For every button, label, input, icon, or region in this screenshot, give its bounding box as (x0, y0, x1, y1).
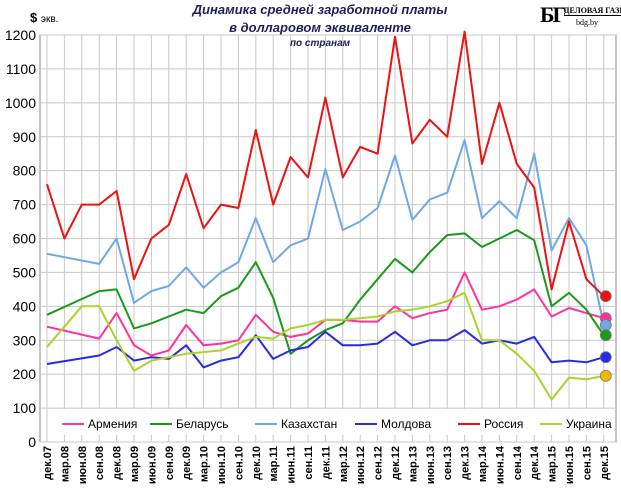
logo-name: ДЕЛОВАЯ ГАЗЕТА (564, 6, 621, 16)
x-tick-label: сен.14 (512, 445, 524, 480)
x-tick-label: дек.11 (320, 446, 332, 479)
endpoint-markers (599, 290, 612, 382)
x-tick-label: июн.09 (146, 446, 158, 484)
endpoint-marker (599, 369, 612, 382)
x-tick-label: дек.12 (390, 446, 402, 480)
y-tick-label: 500 (13, 264, 37, 280)
x-tick-label: дек.07 (42, 446, 54, 480)
series-line-Казахстан (46, 139, 605, 326)
x-tick-label: сен.11 (303, 446, 315, 480)
y-tick-label: 300 (13, 332, 37, 348)
x-tick-label: сен.09 (164, 446, 176, 480)
x-tick-label: мар.08 (59, 446, 71, 482)
series-lines (46, 30, 605, 401)
legend-label: Украина (566, 417, 612, 431)
series-line-Молдова (46, 329, 605, 369)
x-tick-label: дек.15 (599, 446, 611, 480)
x-tick-label: дек.14 (529, 445, 541, 480)
x-tick-label: сен.10 (233, 446, 245, 480)
y-tick-label: 700 (13, 197, 37, 213)
x-tick-label: дек.13 (460, 446, 472, 480)
x-tick-label: сен.13 (442, 446, 454, 480)
y-tick-label: 900 (13, 129, 37, 145)
x-tick-label: июн.14 (494, 445, 506, 484)
y-tick-label: 0 (28, 434, 36, 450)
publisher-logo: БГ ДЕЛОВАЯ ГАЗЕТА bdg.by (540, 2, 621, 30)
y-axis-unit: $ экв. (30, 10, 58, 25)
endpoint-marker (599, 329, 612, 342)
x-axis-ticks: дек.07 мар.08 июн.08 сен.08 дек.08 мар.09 июн.… (42, 445, 611, 484)
unit-symbol: $ (30, 10, 38, 25)
x-tick-label: дек.08 (112, 446, 124, 480)
x-tick-label: дек.10 (251, 446, 263, 480)
x-tick-label: мар.10 (199, 446, 211, 482)
endpoint-marker (599, 351, 612, 364)
x-tick-label: мар.13 (407, 446, 419, 482)
x-tick-label: сен.12 (373, 446, 385, 480)
chart-title-line2: в долларовом эквиваленте (229, 20, 411, 35)
y-axis-ticks: 0 100 200 300 400 500 600 700 800 900 1000 1100 1200 (5, 27, 36, 450)
x-tick-label: дек.09 (181, 446, 193, 480)
endpoint-marker (599, 319, 612, 331)
y-tick-label: 1200 (5, 27, 36, 43)
legend-background (60, 409, 612, 435)
logo-site: bdg.by (576, 18, 598, 27)
legend-label: Беларусь (176, 417, 228, 431)
series-line-Беларусь (46, 229, 605, 355)
x-tick-label: июн.15 (564, 446, 576, 484)
y-tick-label: 400 (13, 298, 37, 314)
x-tick-label: июн.12 (355, 446, 367, 484)
legend: Армения Беларусь Казахстан Молдова Россия Укр… (60, 409, 612, 435)
x-tick-label: мар.09 (129, 446, 141, 482)
y-tick-label: 100 (13, 400, 37, 416)
x-tick-label: июн.11 (286, 446, 298, 484)
unit-text: экв. (40, 14, 59, 25)
y-tick-label: 800 (13, 163, 37, 179)
grid-lines (39, 34, 617, 443)
chart-title-line1: Динамика средней заработной платы (192, 2, 448, 17)
series-line-Украина (46, 291, 604, 401)
endpoint-marker (599, 290, 612, 303)
legend-label: Армения (88, 417, 137, 431)
x-tick-label: мар.14 (477, 445, 489, 482)
y-tick-label: 200 (13, 366, 37, 382)
x-tick-label: мар.15 (547, 446, 559, 482)
series-line-Россия (46, 30, 605, 297)
x-tick-label: сен.15 (581, 446, 593, 480)
y-tick-label: 600 (13, 231, 37, 247)
y-tick-label: 1100 (6, 61, 36, 77)
x-tick-label: июн.13 (425, 446, 437, 484)
legend-label: Россия (484, 417, 523, 431)
y-tick-label: 1000 (5, 95, 36, 111)
x-tick-label: мар.12 (338, 446, 350, 482)
x-tick-label: июн.08 (77, 446, 89, 484)
legend-label: Казахстан (281, 417, 337, 431)
logo-mark: БГ (540, 2, 567, 27)
chart-subtitle: по странам (289, 38, 351, 49)
x-tick-label: июн.10 (216, 446, 228, 484)
x-tick-label: сен.08 (94, 446, 106, 480)
legend-label: Молдова (381, 417, 431, 431)
x-tick-label: мар.11 (268, 446, 280, 482)
